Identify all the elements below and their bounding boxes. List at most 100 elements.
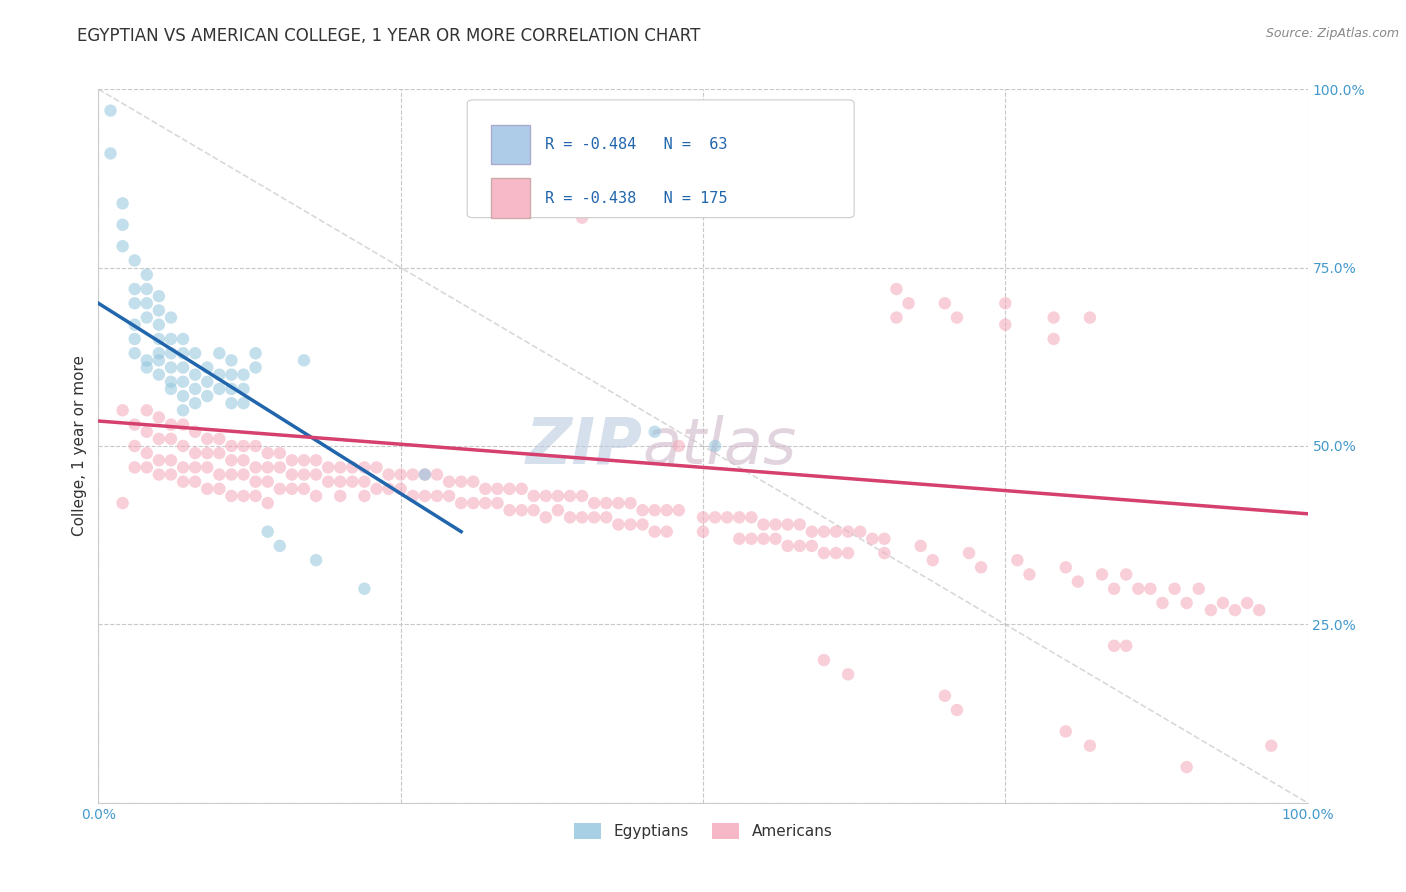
Point [366, 482, 388, 496]
Point [619, 517, 641, 532]
Point [184, 460, 207, 475]
Point [135, 296, 157, 310]
Point [124, 332, 146, 346]
Point [316, 460, 339, 475]
Point [1175, 596, 1198, 610]
Point [148, 303, 170, 318]
Point [498, 482, 520, 496]
Point [921, 553, 943, 567]
Point [825, 546, 848, 560]
Point [245, 360, 267, 375]
Point [305, 453, 328, 467]
Point [474, 496, 496, 510]
Point [124, 253, 146, 268]
Point [1199, 603, 1222, 617]
Point [813, 653, 835, 667]
Point [934, 689, 956, 703]
Point [195, 360, 218, 375]
Point [402, 467, 425, 482]
Text: R = -0.484   N =  63: R = -0.484 N = 63 [544, 137, 727, 152]
Point [523, 489, 546, 503]
Point [558, 489, 581, 503]
Point [934, 296, 956, 310]
Point [994, 318, 1017, 332]
Point [160, 360, 183, 375]
Point [160, 375, 183, 389]
Point [111, 496, 134, 510]
Point [583, 510, 606, 524]
Point [655, 503, 678, 517]
Point [148, 346, 170, 360]
Point [172, 375, 194, 389]
Point [463, 496, 485, 510]
Point [1128, 582, 1150, 596]
Point [994, 296, 1017, 310]
Point [232, 368, 254, 382]
Point [135, 282, 157, 296]
Point [160, 453, 183, 467]
Point [1102, 582, 1125, 596]
Point [692, 510, 714, 524]
Point [195, 482, 218, 496]
Point [208, 346, 231, 360]
Point [873, 532, 896, 546]
Point [366, 460, 388, 475]
Point [232, 382, 254, 396]
Point [160, 467, 183, 482]
Point [860, 532, 883, 546]
Point [329, 460, 352, 475]
Point [329, 475, 352, 489]
Point [692, 524, 714, 539]
Point [148, 467, 170, 482]
Point [195, 460, 218, 475]
Point [256, 475, 278, 489]
Point [208, 432, 231, 446]
Point [1067, 574, 1090, 589]
Point [789, 539, 811, 553]
Text: Source: ZipAtlas.com: Source: ZipAtlas.com [1265, 27, 1399, 40]
Point [1115, 567, 1137, 582]
Point [148, 289, 170, 303]
Point [1042, 332, 1064, 346]
Point [607, 517, 630, 532]
Point [957, 546, 980, 560]
Point [172, 439, 194, 453]
Point [668, 439, 690, 453]
Point [402, 489, 425, 503]
Point [172, 332, 194, 346]
Point [221, 453, 243, 467]
Point [800, 539, 823, 553]
Point [389, 482, 412, 496]
Point [946, 703, 969, 717]
Point [184, 346, 207, 360]
Point [342, 475, 364, 489]
Point [256, 524, 278, 539]
Point [1115, 639, 1137, 653]
Point [450, 475, 472, 489]
Point [221, 353, 243, 368]
Point [873, 546, 896, 560]
Point [644, 524, 666, 539]
Point [353, 460, 375, 475]
Point [100, 103, 122, 118]
Point [353, 489, 375, 503]
Point [837, 546, 859, 560]
Point [377, 482, 399, 496]
Point [1078, 739, 1101, 753]
Point [1054, 724, 1077, 739]
Point [740, 510, 762, 524]
Point [245, 460, 267, 475]
Point [619, 496, 641, 510]
Point [232, 439, 254, 453]
Point [160, 346, 183, 360]
Point [571, 489, 593, 503]
Point [813, 524, 835, 539]
Point [124, 417, 146, 432]
Point [292, 467, 315, 482]
Point [148, 432, 170, 446]
Point [474, 482, 496, 496]
Point [437, 489, 460, 503]
Point [886, 282, 908, 296]
Point [111, 403, 134, 417]
Point [849, 524, 872, 539]
